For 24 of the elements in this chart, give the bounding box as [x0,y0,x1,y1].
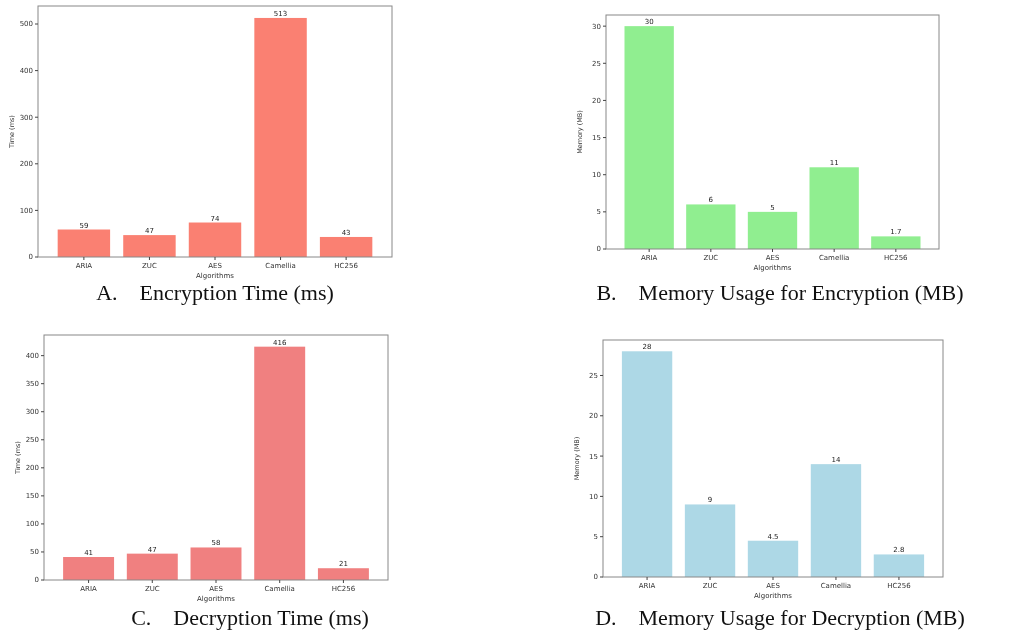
bar [686,204,736,249]
bar [126,553,178,580]
bar [809,167,859,249]
bar [871,236,921,249]
bar [254,346,306,580]
bar [624,26,674,249]
text: C. Decryption Time (ms) [131,605,369,630]
bar [123,235,176,257]
bar [317,568,369,580]
text: B. Memory Usage for Encryption (MB) [596,280,964,305]
bar [747,211,798,249]
bar [873,554,925,577]
bar [621,351,673,577]
bar [254,17,307,257]
bar [188,222,242,257]
bar [57,229,111,257]
bar [810,464,862,577]
bar [747,540,799,577]
text: D. Memory Usage for Decryption (MB) [595,605,965,630]
bar [190,547,242,580]
bar [63,557,115,580]
bar [319,236,373,257]
text: A. Encryption Time (ms) [96,280,334,305]
bar [684,504,736,577]
